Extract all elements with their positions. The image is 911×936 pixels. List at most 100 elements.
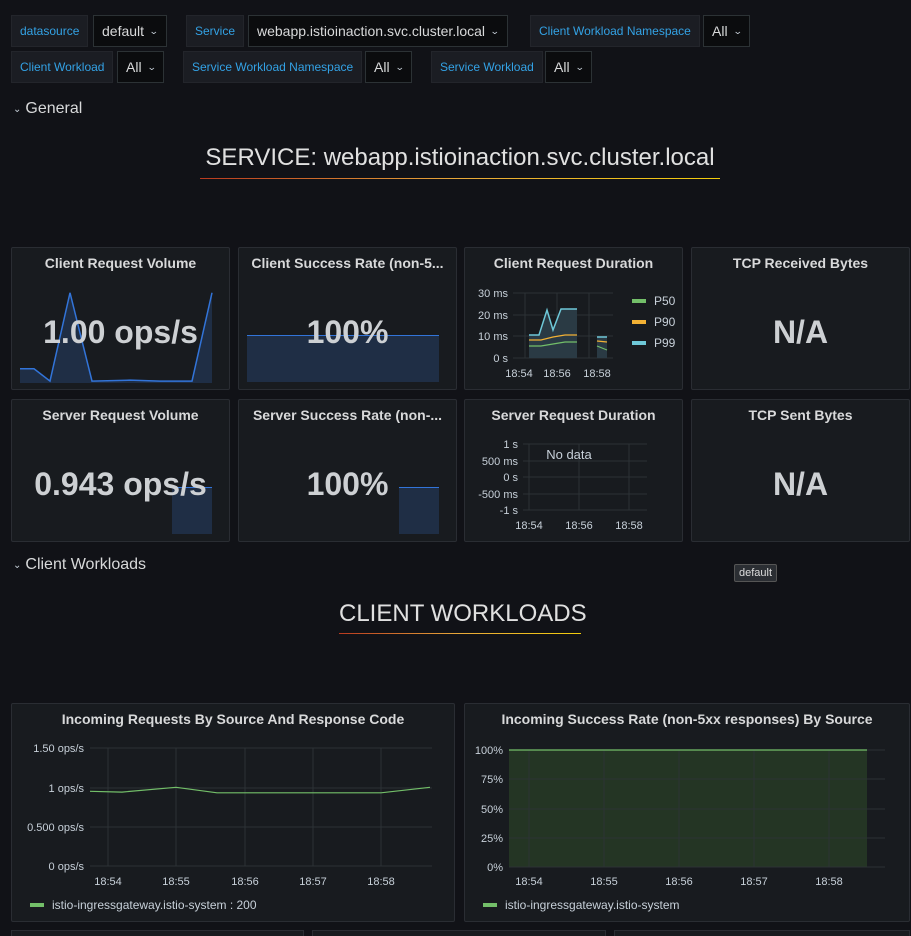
x-tick: 18:54 [515,876,543,888]
y-tick: -1 s [500,505,519,517]
panel-tcp-sent-bytes[interactable]: TCP Sent Bytes N/A [691,399,910,542]
service-workload-value: All [554,59,570,75]
y-tick: 10 ms [478,331,508,343]
panel-title: Client Request Volume [44,255,197,271]
service-select[interactable]: webapp.istioinaction.svc.cluster.local ⌄ [248,15,508,47]
stat-value: 0.943 ops/s [34,466,207,502]
client-workload-label: Client Workload [11,51,114,83]
legend-label: istio-ingressgateway.istio-system [505,898,680,912]
client-workload-namespace-value: All [712,23,728,39]
service-workload-namespace-value: All [374,59,390,75]
row-general-title: General [25,100,83,117]
legend-item-p50[interactable]: P50 [632,294,675,308]
client-workload-value: All [126,59,142,75]
chevron-down-icon: ⌄ [148,25,159,36]
chevron-down-icon: ⌄ [574,61,585,72]
panel-partial [614,930,910,936]
panel-client-request-volume[interactable]: Client Request Volume 1.00 ops/s [11,247,230,390]
legend-swatch [632,341,646,345]
x-tick: 18:58 [815,876,843,888]
no-data-label: No data [546,447,592,462]
panel-title: Server Request Volume [42,407,199,423]
chevron-down-icon: ⌄ [146,61,157,72]
x-tick: 18:58 [367,876,395,888]
service-variable-label: Service [186,15,245,47]
chevron-down-icon: ⌄ [489,25,500,36]
y-tick: 0.500 ops/s [27,822,84,834]
datasource-tooltip: default [734,564,778,582]
y-tick: 1 ops/s [49,783,85,795]
y-tick: -500 ms [478,489,518,501]
service-workload-select[interactable]: All ⌄ [545,51,593,83]
legend-label: P90 [654,315,676,329]
stat-value: N/A [772,466,829,502]
y-tick: 0 ops/s [49,861,85,873]
datasource-select[interactable]: default ⌄ [93,15,167,47]
panel-incoming-success-rate[interactable]: Incoming Success Rate (non-5xx responses… [464,703,910,922]
panel-server-request-duration[interactable]: Server Request Duration 1 s 500 ms 0 s -… [464,399,683,542]
stat-value: 100% [306,466,389,502]
legend-swatch [632,299,646,303]
incoming-requests-graph: 1.50 ops/s 1 ops/s 0.500 ops/s 0 ops/s 1… [27,743,432,888]
y-tick: 1 s [503,439,518,451]
panel-incoming-requests[interactable]: Incoming Requests By Source And Response… [11,703,455,922]
panel-server-success-rate[interactable]: Server Success Rate (non-... 100% [238,399,457,542]
panel-client-success-rate[interactable]: Client Success Rate (non-5... 100% [238,247,457,390]
panel-tcp-received-bytes[interactable]: TCP Received Bytes N/A [691,247,910,390]
x-tick: 18:55 [590,876,618,888]
service-workload-namespace-select[interactable]: All ⌄ [365,51,413,83]
row-general[interactable]: ⌄ General [13,100,82,118]
client-workloads-title: CLIENT WORKLOADS [339,600,587,627]
datasource-variable-label: datasource [11,15,89,47]
client-workloads-title-underline [339,633,581,634]
row-client-workloads[interactable]: ⌄ Client Workloads [13,556,146,574]
legend-item-p99[interactable]: P99 [632,336,675,350]
legend-label: istio-ingressgateway.istio-system : 200 [52,898,257,912]
x-tick: 18:57 [740,876,768,888]
chevron-down-icon: ⌄ [394,61,405,72]
x-tick: 18:57 [299,876,327,888]
panel-partial [11,930,304,936]
client-request-volume-sparkline [20,292,213,383]
stat-value: 100% [306,314,389,350]
panel-title: TCP Received Bytes [732,255,869,271]
client-request-duration-graph: 30 ms 20 ms 10 ms 0 s 18:54 18:56 18:58 [478,288,613,380]
legend-swatch [632,320,646,324]
panel-client-request-duration[interactable]: Client Request Duration 30 ms 20 ms 10 m… [464,247,683,390]
server-request-duration-graph: 1 s 500 ms 0 s -500 ms -1 s 18:54 18:56 … [478,439,647,532]
x-tick: 18:55 [162,876,190,888]
service-title-underline [200,178,720,179]
y-tick: 0% [487,862,503,874]
x-tick: 18:56 [231,876,259,888]
y-tick: 30 ms [478,288,508,300]
panel-title: Server Success Rate (non-... [252,407,443,423]
service-title: SERVICE: webapp.istioinaction.svc.cluste… [205,144,715,171]
panel-title: Client Success Rate (non-5... [251,255,444,271]
y-tick: 100% [475,745,503,757]
client-workload-select[interactable]: All ⌄ [117,51,165,83]
y-tick: 25% [481,833,503,845]
legend-item[interactable]: istio-ingressgateway.istio-system : 200 [30,898,257,912]
panel-title: TCP Sent Bytes [748,407,853,423]
legend-swatch [30,903,44,907]
panel-title: Client Request Duration [493,255,654,271]
y-tick: 0 s [493,353,508,365]
client-workload-namespace-select[interactable]: All ⌄ [703,15,751,47]
x-tick: 18:54 [515,520,543,532]
stat-value: 1.00 ops/s [43,314,198,350]
x-tick: 18:56 [565,520,593,532]
panel-server-request-volume[interactable]: Server Request Volume 0.943 ops/s [11,399,230,542]
datasource-value: default [102,23,145,39]
y-tick: 20 ms [478,310,508,322]
x-tick: 18:56 [543,368,571,380]
server-volume-sparkline [172,487,212,534]
legend-item[interactable]: istio-ingressgateway.istio-system [483,898,680,912]
x-tick: 18:54 [94,876,122,888]
panel-title: Incoming Requests By Source And Response… [61,711,405,727]
success-rate-sparkline [247,335,439,382]
panel-title: Server Request Duration [491,407,656,423]
y-tick: 500 ms [482,456,519,468]
incoming-success-rate-graph: 100% 75% 50% 25% 0% 18:54 18:55 18:56 18… [475,745,885,888]
legend-item-p90[interactable]: P90 [632,315,675,329]
legend-label: P50 [654,294,676,308]
